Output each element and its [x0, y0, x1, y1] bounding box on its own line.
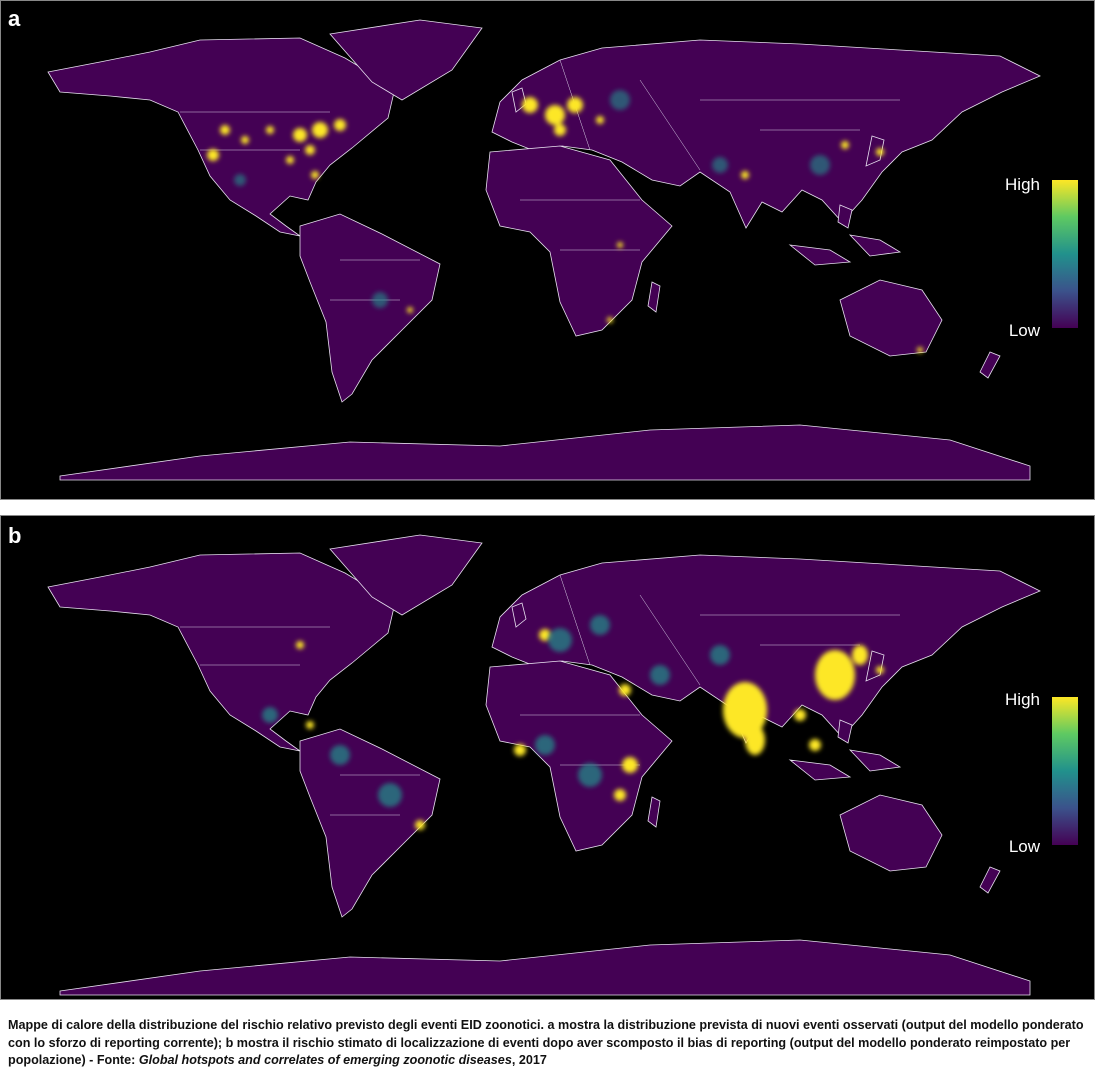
hotspots	[296, 629, 884, 830]
panel-label: a	[8, 6, 21, 31]
legend-low: Low	[1009, 837, 1041, 856]
moderate-areas	[234, 90, 830, 308]
caption: Mappe di calore della distribuzione del …	[8, 1017, 1088, 1070]
panel-b: b High Low	[0, 515, 1095, 1000]
caption-source-year: , 2017	[511, 1053, 547, 1067]
hotspots	[207, 97, 923, 353]
legend-low: Low	[1009, 321, 1041, 340]
figure: a High Low b High Low	[0, 0, 1095, 1000]
panel-a: a High Low	[0, 0, 1095, 500]
caption-source-title: Global hotspots and correlates of emergi…	[138, 1053, 512, 1067]
panel-label: b	[8, 523, 21, 548]
legend-high: High	[1005, 690, 1040, 709]
legend-high: High	[1005, 175, 1040, 194]
legend-colorbar	[1052, 697, 1078, 845]
legend-colorbar	[1052, 180, 1078, 328]
moderate-areas	[262, 615, 730, 807]
caption-text: Mappe di calore della distribuzione del …	[8, 1018, 1084, 1067]
